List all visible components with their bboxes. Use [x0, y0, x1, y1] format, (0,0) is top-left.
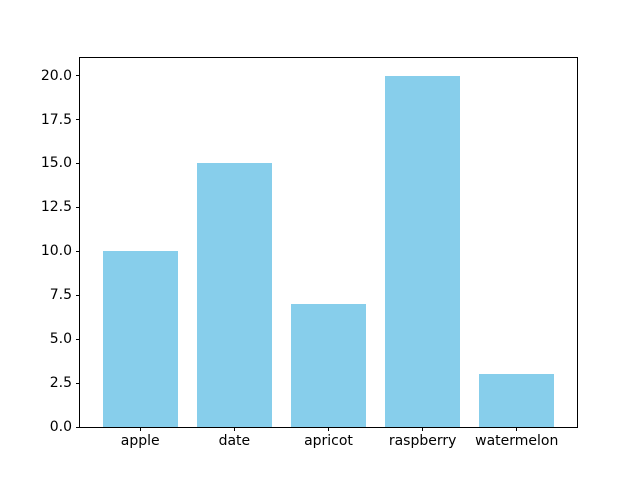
bar-apple: [102, 251, 178, 427]
y-tick-label: 5.0: [49, 331, 72, 348]
x-tick-mark: [328, 427, 329, 431]
y-tick-label: 7.5: [49, 287, 72, 304]
y-tick-label: 15.0: [40, 155, 72, 172]
y-tick-label: 17.5: [40, 111, 72, 128]
y-tick-mark: [76, 294, 80, 296]
x-tick-mark: [139, 427, 141, 431]
x-tick-label: apricot: [304, 433, 353, 449]
x-tick-label: watermelon: [475, 433, 559, 449]
y-tick-label: 2.5: [49, 375, 72, 392]
bar-raspberry: [384, 75, 461, 427]
bar-date: [196, 163, 273, 427]
x-tick-mark: [516, 427, 518, 431]
x-tick-label: date: [218, 433, 251, 449]
bar-watermelon: [479, 374, 555, 427]
y-tick-label: 12.5: [40, 199, 72, 216]
y-tick-label: 20.0: [40, 67, 72, 84]
y-tick-mark: [76, 162, 80, 164]
x-tick-label: raspberry: [388, 433, 457, 449]
y-tick-mark: [76, 75, 80, 77]
y-tick-mark: [76, 382, 80, 384]
y-tick-mark: [76, 338, 80, 340]
y-tick-label: 0.0: [49, 419, 72, 435]
y-tick-mark: [76, 250, 80, 252]
bar-apricot: [290, 304, 367, 427]
x-tick-mark: [422, 427, 424, 431]
x-tick-label: apple: [120, 433, 160, 449]
x-tick-mark: [233, 427, 235, 431]
y-tick-mark: [76, 206, 80, 208]
y-tick-label: 10.0: [40, 243, 72, 260]
y-tick-mark: [76, 426, 80, 428]
y-tick-mark: [76, 119, 80, 120]
